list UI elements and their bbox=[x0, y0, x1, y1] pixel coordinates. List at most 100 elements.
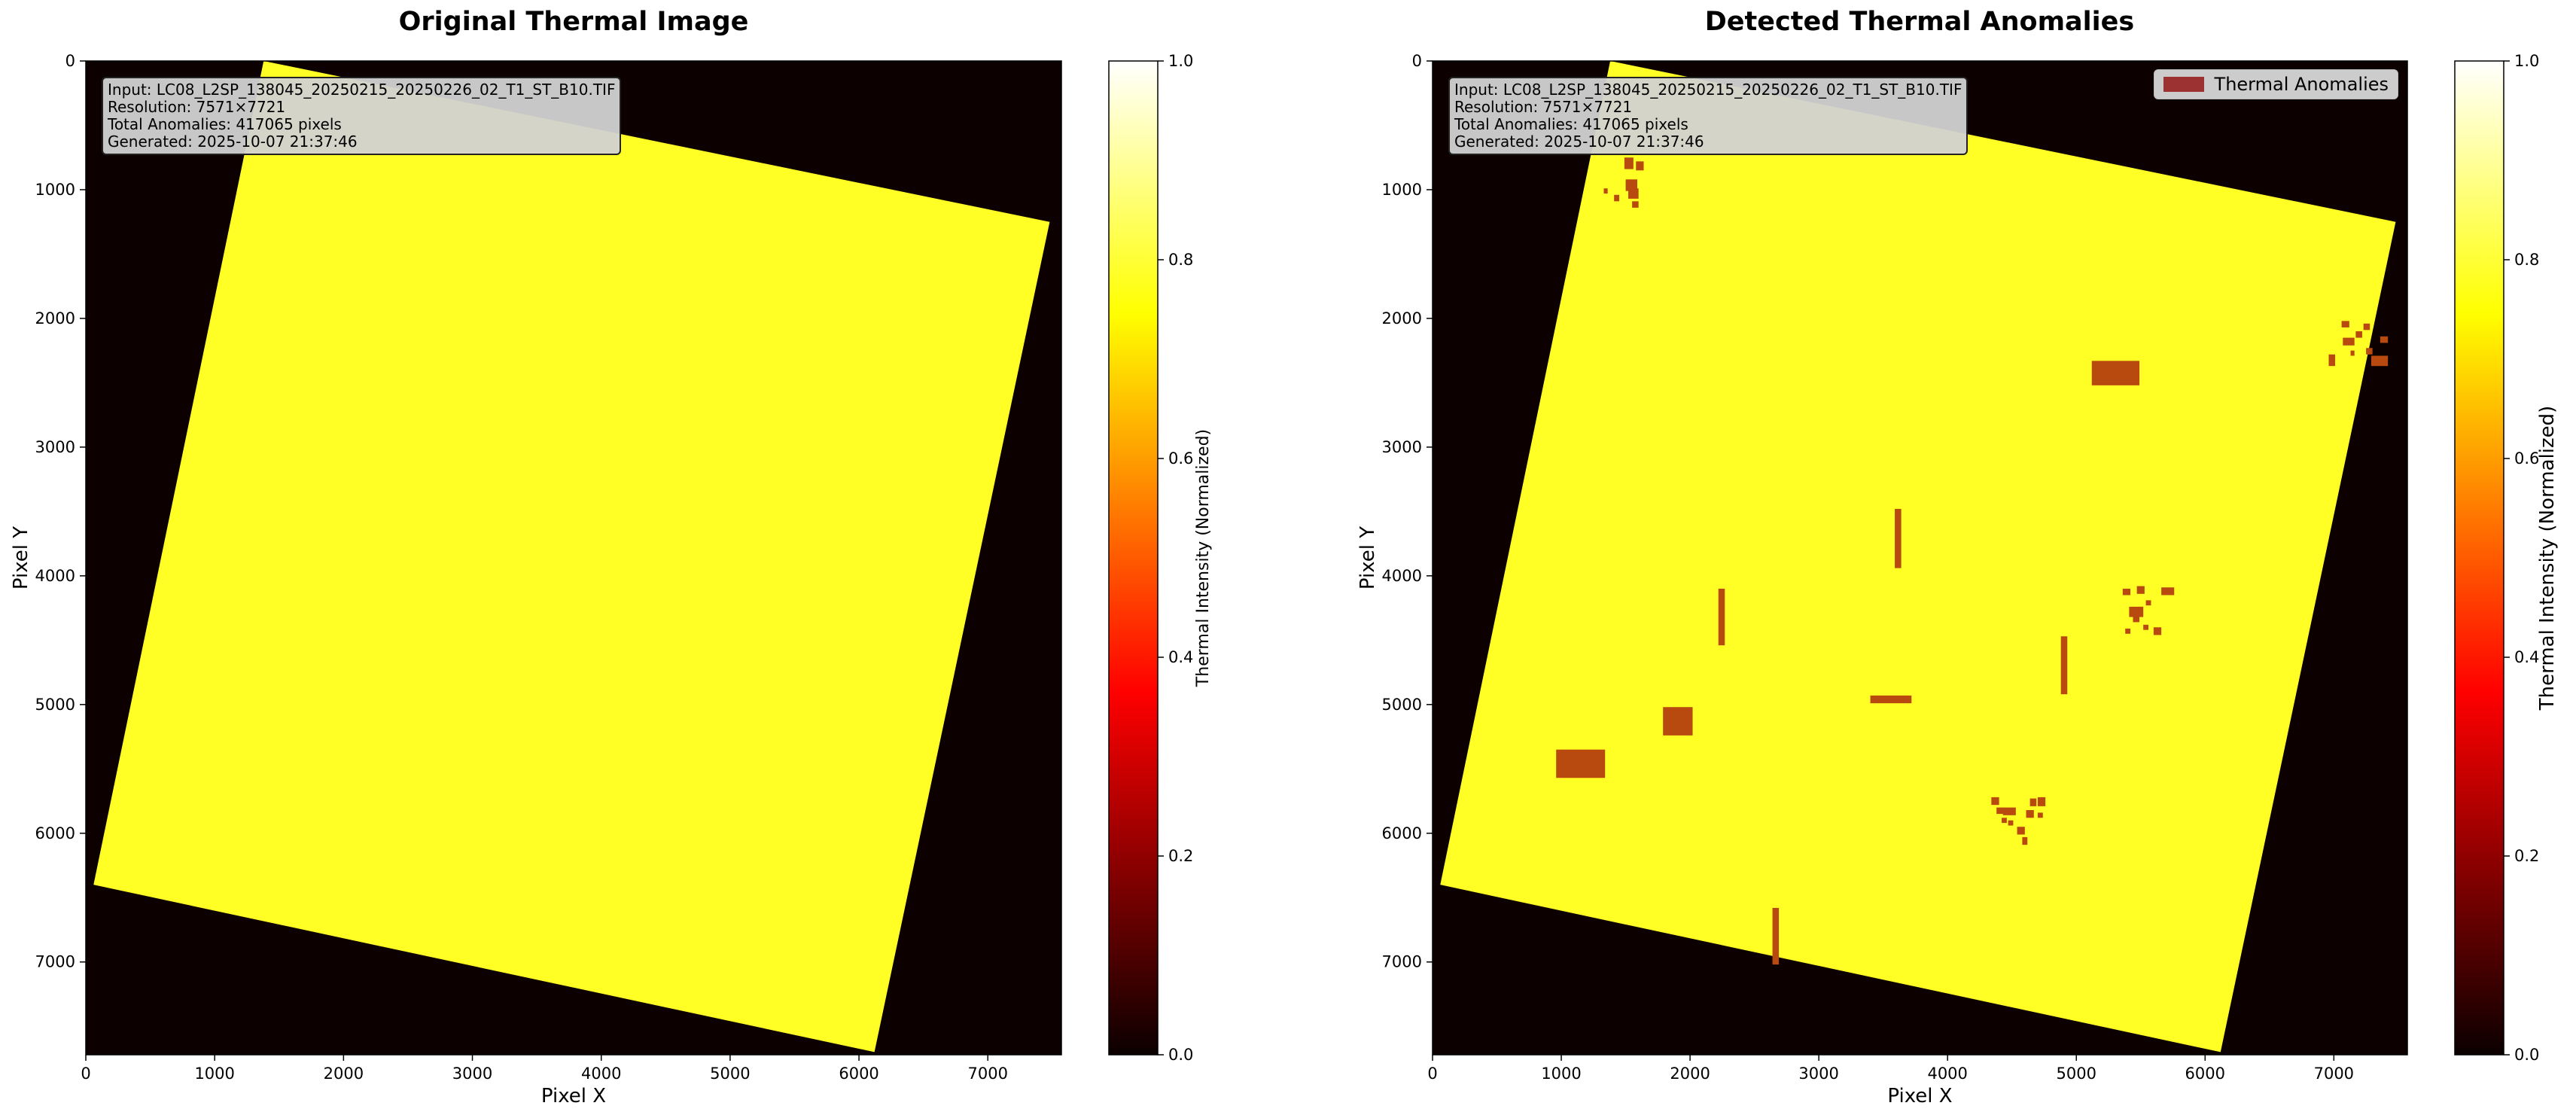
x-tick-label: 7000 bbox=[968, 1065, 1008, 1083]
colorbar-tick-label: 0.6 bbox=[2514, 449, 2539, 468]
anomaly-region bbox=[2029, 798, 2037, 806]
x-tick-label: 7000 bbox=[2314, 1065, 2354, 1083]
thermal-scene bbox=[93, 61, 1050, 1053]
y-tick-label: 5000 bbox=[1382, 696, 1422, 714]
anomaly-region bbox=[2136, 586, 2145, 594]
anomaly-region bbox=[2341, 321, 2349, 327]
anomaly-region bbox=[2145, 600, 2151, 606]
x-tick-label: 6000 bbox=[839, 1065, 878, 1083]
y-tick-label: 3000 bbox=[1382, 438, 1422, 456]
anomaly-region bbox=[2343, 337, 2355, 346]
anomaly-region bbox=[2037, 812, 2043, 818]
x-tick-label: 4000 bbox=[581, 1065, 621, 1083]
y-tick-label: 2000 bbox=[35, 309, 75, 327]
anomaly-region bbox=[1628, 188, 1639, 199]
y-axis-label: Pixel Y bbox=[10, 526, 32, 589]
y-axis-label: Pixel Y bbox=[1357, 526, 1379, 589]
colorbar-tick-label: 0.2 bbox=[1168, 847, 1193, 865]
y-tick-label: 7000 bbox=[35, 953, 75, 971]
y-tick-label: 0 bbox=[1412, 52, 1422, 70]
colorbar-tick-label: 0.4 bbox=[2514, 648, 2539, 666]
anomaly-region bbox=[2022, 836, 2028, 845]
colorbar-tick-label: 0.0 bbox=[1168, 1046, 1193, 1064]
anomaly-region bbox=[2355, 331, 2362, 338]
info-box: Input: LC08_L2SP_138045_20250215_2025022… bbox=[102, 77, 622, 155]
anomaly-region bbox=[2002, 818, 2007, 824]
anomaly-region bbox=[1991, 797, 1999, 806]
y-tick-label: 4000 bbox=[35, 567, 75, 585]
anomaly-region bbox=[2366, 348, 2373, 355]
colorbar-tick-label: 0.8 bbox=[1168, 251, 1193, 269]
anomaly-region bbox=[1895, 508, 1902, 568]
info-line: Resolution: 7571×7721 bbox=[1454, 98, 1633, 116]
anomaly-region bbox=[2350, 350, 2355, 356]
chart-title: Original Thermal Image bbox=[399, 7, 749, 37]
anomaly-region bbox=[2328, 354, 2336, 367]
colorbar-tick-label: 0.4 bbox=[1168, 648, 1193, 666]
anomaly-region bbox=[1614, 194, 1620, 202]
colorbar-tick-label: 0.0 bbox=[2514, 1046, 2539, 1064]
info-line: Resolution: 7571×7721 bbox=[108, 98, 286, 116]
x-tick-label: 6000 bbox=[2185, 1065, 2225, 1083]
anomaly-region bbox=[1603, 188, 1608, 194]
anomaly-region bbox=[1663, 707, 1693, 736]
anomaly-region bbox=[1624, 157, 1634, 169]
legend: Thermal Anomalies bbox=[2153, 69, 2398, 99]
anomaly-region bbox=[2002, 807, 2016, 815]
info-line: Generated: 2025-10-07 21:37:46 bbox=[108, 133, 358, 151]
anomaly-region bbox=[1625, 179, 1637, 191]
legend-swatch bbox=[2163, 77, 2204, 92]
y-tick-label: 1000 bbox=[1382, 181, 1422, 199]
anomaly-region bbox=[2091, 361, 2140, 385]
anomaly-region bbox=[2060, 636, 2068, 695]
colorbar-label: Thermal Intensity (Normalized) bbox=[1194, 429, 1213, 687]
y-tick-label: 6000 bbox=[35, 824, 75, 842]
info-line: Generated: 2025-10-07 21:37:46 bbox=[1454, 133, 1704, 151]
x-tick-label: 5000 bbox=[2057, 1065, 2096, 1083]
x-tick-label: 1000 bbox=[1541, 1065, 1581, 1083]
anomaly-region bbox=[1996, 807, 2005, 815]
x-tick-label: 3000 bbox=[452, 1065, 492, 1083]
y-tick-label: 3000 bbox=[35, 438, 75, 456]
y-tick-label: 0 bbox=[65, 52, 75, 70]
x-tick-label: 2000 bbox=[1670, 1065, 1710, 1083]
anomaly-region bbox=[2008, 820, 2014, 826]
y-tick-label: 6000 bbox=[1382, 824, 1422, 842]
x-tick-label: 1000 bbox=[194, 1065, 234, 1083]
anomaly-region bbox=[2133, 615, 2140, 623]
info-line: Total Anomalies: 417065 pixels bbox=[108, 115, 342, 133]
y-tick-label: 5000 bbox=[35, 696, 75, 714]
colorbar-tick-label: 0.8 bbox=[2514, 251, 2539, 269]
info-line: Total Anomalies: 417065 pixels bbox=[1454, 115, 1688, 133]
x-tick-label: 0 bbox=[1427, 1065, 1437, 1083]
anomaly-region bbox=[1718, 588, 1725, 646]
colorbar-tick-label: 0.6 bbox=[1168, 449, 1193, 468]
x-tick-label: 2000 bbox=[324, 1065, 364, 1083]
legend-label: Thermal Anomalies bbox=[2214, 74, 2389, 95]
colorbar bbox=[1108, 60, 1159, 1056]
axes-frame bbox=[85, 60, 1062, 1056]
colorbar bbox=[2454, 60, 2504, 1056]
x-tick-label: 5000 bbox=[710, 1065, 750, 1083]
anomaly-region bbox=[2122, 588, 2131, 596]
anomaly-region bbox=[2153, 627, 2162, 635]
anomaly-region bbox=[2026, 810, 2034, 818]
panel-2 bbox=[1432, 60, 2408, 1056]
axes-frame bbox=[1432, 60, 2408, 1056]
info-line: Input: LC08_L2SP_138045_20250215_2025022… bbox=[108, 81, 616, 99]
x-tick-label: 0 bbox=[81, 1065, 90, 1083]
x-axis-label: Pixel X bbox=[1887, 1085, 1952, 1107]
anomaly-region bbox=[2380, 336, 2389, 343]
anomaly-region bbox=[1772, 907, 1780, 965]
info-line: Input: LC08_L2SP_138045_20250215_2025022… bbox=[1454, 81, 1962, 99]
anomaly-region bbox=[2037, 797, 2046, 806]
y-tick-label: 2000 bbox=[1382, 309, 1422, 327]
anomaly-region bbox=[2363, 323, 2370, 331]
anomaly-region bbox=[1870, 695, 1912, 704]
anomaly-region bbox=[1632, 201, 1639, 208]
anomaly-region bbox=[2017, 827, 2025, 835]
colorbar-tick-label: 1.0 bbox=[1168, 52, 1193, 70]
anomaly-region bbox=[2125, 628, 2131, 634]
anomaly-region bbox=[2370, 355, 2389, 367]
